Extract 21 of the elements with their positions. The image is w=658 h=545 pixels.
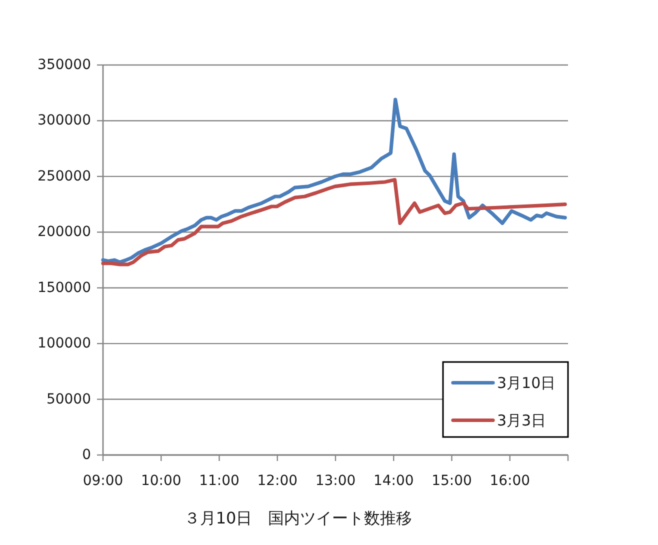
x-tick-label: 11:00: [199, 473, 240, 489]
y-tick-label: 150000: [38, 280, 91, 296]
y-tick-label: 300000: [38, 112, 91, 129]
text: ３月10日 国内ツイート数推移: [184, 508, 412, 528]
y-tick-label: 0: [82, 447, 91, 463]
x-tick-label: 13:00: [315, 473, 356, 489]
x-tick-label: 12:00: [257, 473, 298, 489]
x-tick-label: 16:00: [490, 473, 530, 489]
y-tick-label: 50000: [46, 391, 91, 408]
legend-label: 3月3日: [497, 411, 546, 430]
x-tick-label: 14:00: [373, 473, 414, 489]
y-tick-label: 200000: [38, 224, 91, 240]
y-tick-label: 350000: [38, 57, 91, 73]
line-series: [101, 98, 567, 264]
y-tick-label: 250000: [38, 168, 91, 184]
x-tick-label: 09:00: [82, 473, 124, 489]
y-tick-label: 100000: [38, 336, 91, 352]
line-series: [101, 178, 567, 266]
x-tick-label: 10:00: [140, 473, 182, 489]
x-tick-label: 15:00: [432, 473, 472, 489]
legend-label: 3月10日: [497, 374, 556, 392]
